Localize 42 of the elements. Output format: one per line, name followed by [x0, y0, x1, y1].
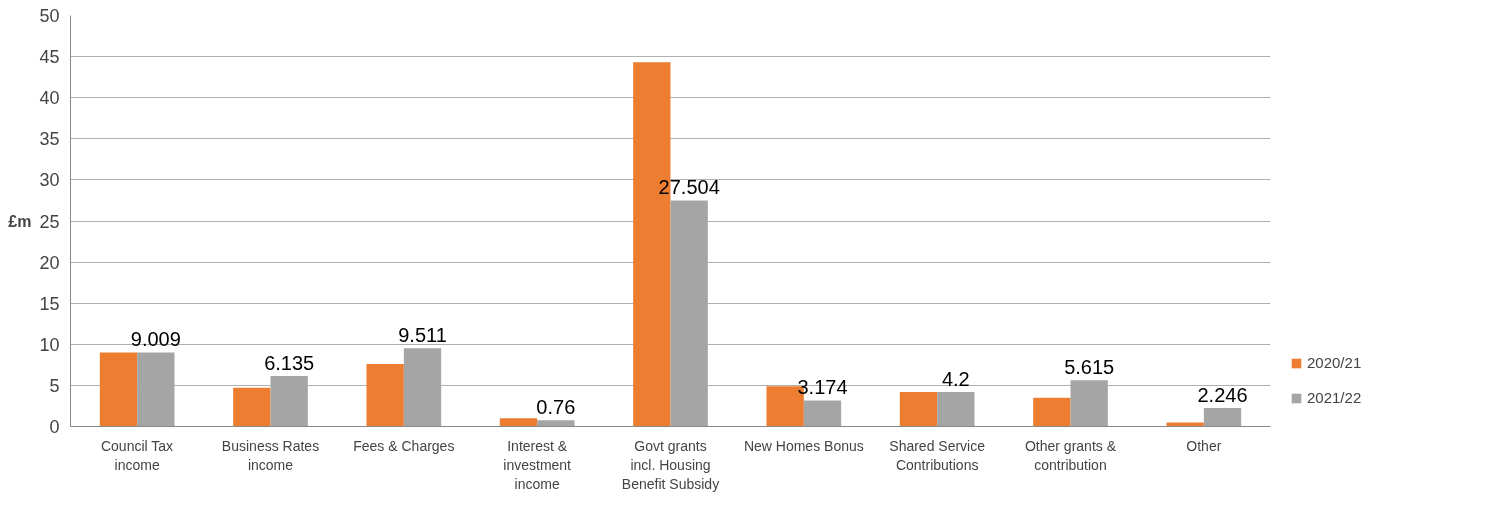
x-tick-label: Other	[1186, 437, 1222, 454]
bar	[1166, 422, 1204, 427]
y-tick-label: 35	[39, 129, 60, 150]
bar	[499, 418, 538, 427]
x-tick-label: Council Tax income	[100, 437, 174, 473]
y-tick-label: 0	[49, 417, 60, 437]
data-label: 5.615	[1064, 356, 1115, 379]
data-label: 4.2	[941, 367, 970, 390]
y-tick-label: 45	[39, 47, 60, 68]
x-tick-label: Fees & Charges	[353, 437, 455, 454]
bar	[1033, 397, 1071, 427]
x-tick-label: Business Rates income	[221, 437, 320, 473]
data-label: 0.76	[536, 396, 576, 419]
y-axis-title: £m	[8, 212, 32, 230]
legend-label: 2020/21	[1307, 354, 1362, 371]
bar	[937, 391, 975, 427]
y-tick-label: 5	[49, 375, 60, 396]
data-label: 6.135	[264, 352, 315, 375]
y-tick-label: 50	[39, 6, 60, 26]
x-tick-label: Govt grants incl. Housing Benefit Subsidy	[621, 437, 720, 492]
legend-label: 2021/22	[1307, 389, 1362, 406]
bar	[366, 364, 404, 427]
x-tick-label: Other grants & contribution	[1024, 437, 1117, 473]
y-tick-label: 20	[39, 252, 60, 273]
bar	[99, 352, 138, 427]
bar	[1203, 408, 1242, 427]
y-tick-label: 15	[39, 293, 60, 314]
data-label: 2.246	[1197, 384, 1248, 407]
data-label: 9.009	[130, 328, 181, 351]
data-label: 3.174	[797, 376, 848, 399]
y-tick-label: 30	[39, 170, 60, 191]
bar	[537, 420, 575, 427]
bar	[803, 400, 842, 427]
bar	[899, 391, 938, 427]
x-tick-label: New Homes Bonus	[743, 437, 864, 454]
x-tick-label: Shared Service Contributions	[889, 437, 986, 473]
x-tick-label: Interest & investment income	[503, 437, 572, 492]
bar	[233, 387, 271, 427]
y-tick-label: 25	[39, 211, 60, 232]
y-tick-label: 40	[39, 88, 60, 109]
y-tick-label: 10	[39, 334, 60, 355]
data-label: 9.511	[398, 324, 447, 347]
